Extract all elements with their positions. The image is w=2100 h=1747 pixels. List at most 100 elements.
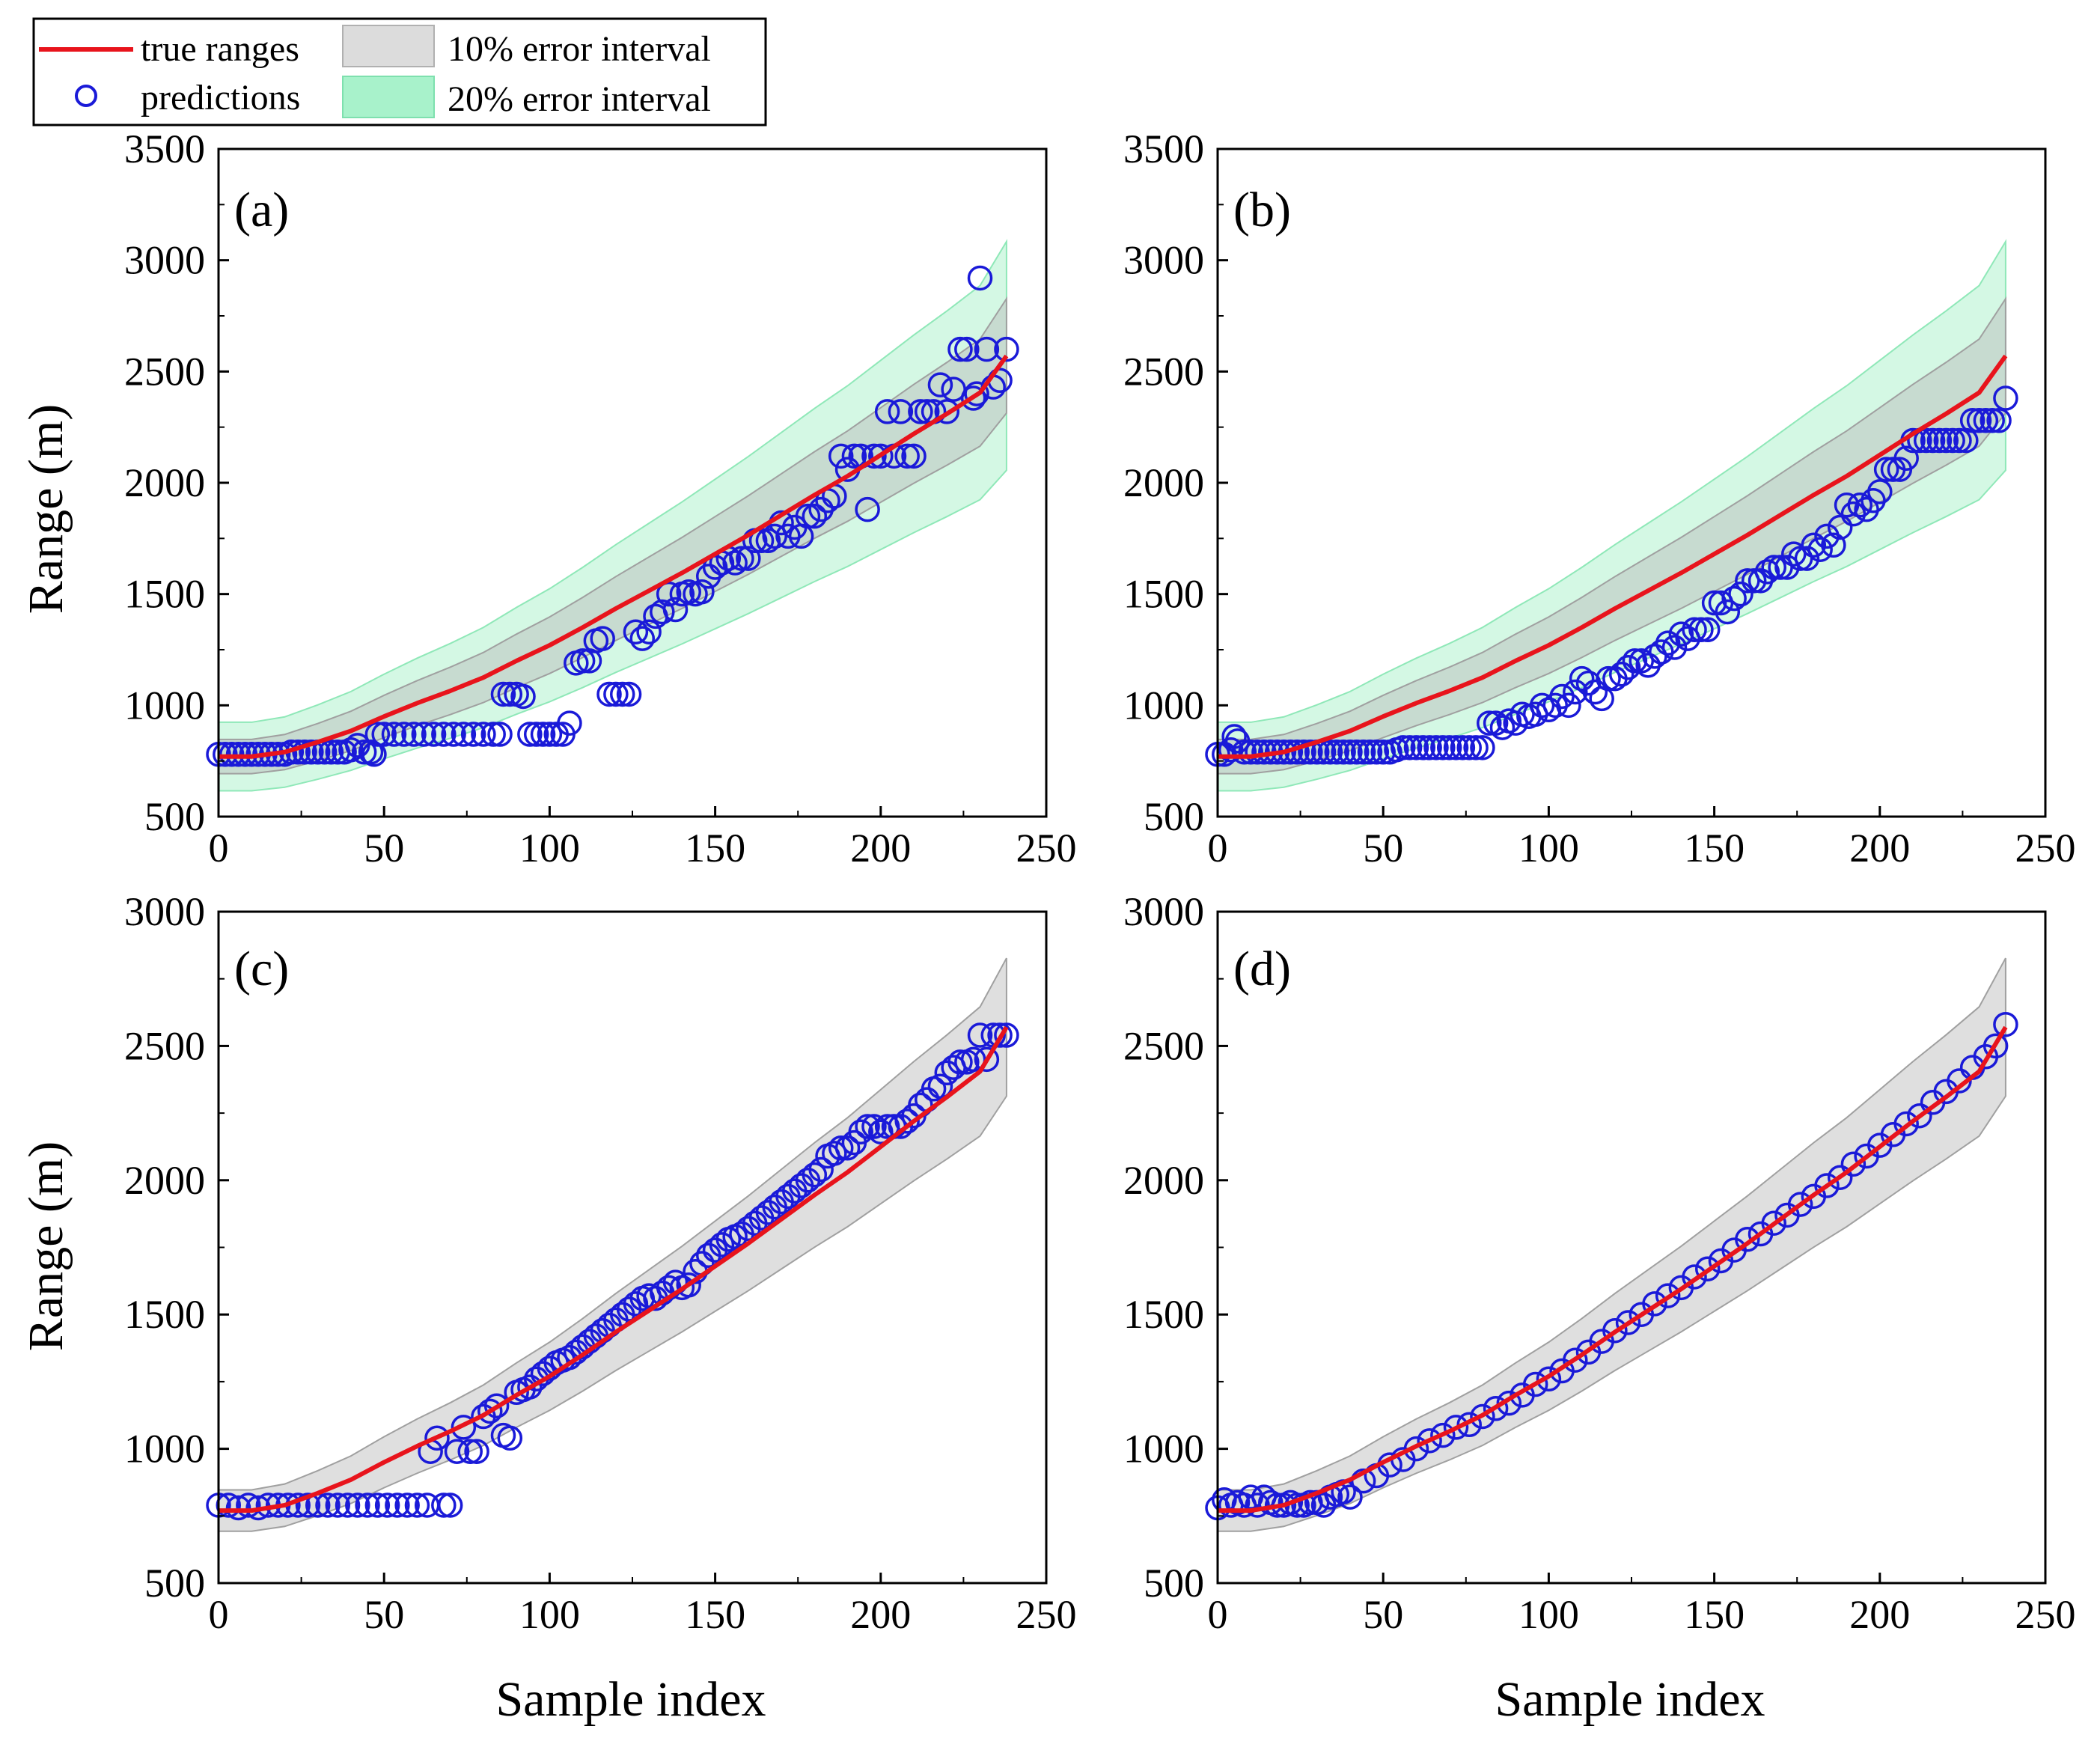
panel-d-prediction-point	[1522, 1371, 1548, 1397]
panel-b-prediction-point	[1867, 479, 1893, 504]
panel-c-prediction-point	[295, 1493, 321, 1518]
panel-b-xtick-label: 150	[1684, 826, 1745, 871]
panel-d-prediction-point	[1563, 1347, 1588, 1373]
panel-b-prediction-point	[1350, 740, 1376, 765]
panel-b-prediction-point	[1721, 585, 1747, 612]
panel-c-band-10pct-area	[218, 957, 1007, 1532]
panel-a-prediction-point	[650, 599, 675, 625]
panel-b-prediction-point	[1761, 555, 1786, 580]
panel-c-prediction-point	[315, 1493, 341, 1518]
panel-c-prediction-point	[374, 1493, 400, 1518]
panel-a-label: (a)	[234, 183, 289, 237]
panel-c-prediction-point	[355, 1493, 380, 1518]
panel-c-prediction-point	[834, 1135, 861, 1161]
panel-a-prediction-point	[351, 740, 377, 765]
panel-d-true-range-line	[1218, 1025, 2008, 1513]
panel-c-prediction-point	[424, 1425, 450, 1451]
panel-d-prediction-point	[1840, 1151, 1867, 1177]
panel-d-prediction-point	[1682, 1264, 1707, 1290]
panel-a-prediction-point	[802, 503, 828, 529]
panel-b-prediction-point	[1821, 532, 1846, 558]
panel-a-prediction-point	[623, 619, 649, 644]
panel-b-prediction-point	[1933, 427, 1959, 454]
panel-c-ytick-label: 2000	[124, 1158, 205, 1203]
panel-a-prediction-point	[994, 336, 1019, 362]
panel-a-prediction-point	[868, 443, 894, 469]
panel-c: 0 50 100 150 200 250 500 1000 1500 2000 2500 3000 (…	[124, 889, 1077, 1637]
panel-b-prediction-point	[1893, 445, 1919, 472]
panel-c-prediction-point	[802, 1162, 828, 1188]
panel-a-prediction-point	[471, 722, 496, 747]
panel-a-prediction-point	[364, 722, 391, 747]
panel-b-prediction-point	[1556, 692, 1581, 719]
panel-a-prediction-point	[460, 722, 486, 747]
panel-b-ytick-label: 2500	[1123, 349, 1204, 394]
panel-a-ytick-label: 3500	[124, 126, 205, 171]
panel-d-ticks: 0 50 100 150 200 250 500 1000 1500 2000 2500 3000	[1123, 889, 2076, 1637]
panel-b-prediction-point	[1331, 740, 1356, 765]
panel-b-ytick-label: 500	[1144, 794, 1204, 839]
panel-a-ytick-label: 2000	[124, 460, 205, 505]
panel-b-prediction-point	[1390, 735, 1416, 760]
panel-a-prediction-point	[557, 710, 582, 736]
panel-a-prediction-point	[411, 722, 437, 747]
panel-b-prediction-point	[1847, 492, 1873, 518]
panel-c-prediction-point	[987, 1022, 1013, 1048]
panel-c-prediction-point	[822, 1141, 847, 1166]
panel-c-prediction-point	[464, 1439, 489, 1464]
panel-c-ytick-label: 1500	[124, 1292, 205, 1337]
panel-b-prediction-point	[1622, 648, 1648, 674]
panel-b-prediction-point	[1655, 630, 1681, 656]
panel-b-prediction-point	[1980, 407, 2005, 433]
panel-b-xtick-label: 50	[1363, 826, 1403, 871]
panel-b-prediction-point	[1443, 735, 1469, 760]
panel-b-label: (b)	[1233, 183, 1291, 237]
panel-c-prediction-point	[335, 1493, 361, 1518]
panel-d-prediction-point	[1615, 1310, 1641, 1335]
panel-d-ytick-label: 2000	[1123, 1158, 1204, 1203]
panel-c-xtick-label: 100	[519, 1592, 580, 1637]
panel-c-true-range-line	[219, 1025, 1009, 1513]
ylabel-top: Range (m)	[19, 404, 73, 614]
panel-c-band-10pct	[218, 957, 1007, 1532]
panel-a: 0 50 100 150 200 250 500 1000 1500 2000 2500 3000 35…	[124, 126, 1077, 871]
panel-d-xtick-label: 0	[1208, 1592, 1228, 1637]
panel-d-prediction-point	[1787, 1192, 1813, 1217]
panel-c-prediction-point	[947, 1049, 973, 1075]
panel-a-prediction-point	[381, 722, 407, 747]
panel-b-prediction-point	[1231, 740, 1257, 765]
panel-d-ytick-label: 2500	[1123, 1023, 1204, 1068]
panel-a-prediction-point	[934, 399, 960, 424]
panel-a-prediction-point	[299, 740, 324, 765]
panel-a-prediction-point	[689, 579, 715, 605]
panel-a-prediction-point	[292, 740, 317, 765]
panel-b-prediction-point	[1940, 427, 1965, 454]
panel-c-prediction-point	[709, 1232, 735, 1257]
panel-b-prediction-point	[1920, 427, 1946, 454]
panel-a-ticks: 0 50 100 150 200 250 500 1000 1500 2000 2500 3000 35…	[124, 126, 1077, 871]
panel-b-ytick-label: 2000	[1123, 460, 1204, 505]
panel-c-prediction-point	[451, 1415, 477, 1440]
panel-b-prediction-point	[1291, 740, 1316, 765]
panel-d-prediction-point	[1456, 1412, 1482, 1438]
panel-b-prediction-point	[1397, 735, 1423, 760]
legend-10pct-label: 10% error interval	[448, 29, 711, 69]
panel-a-ytick-label: 2500	[124, 349, 205, 394]
panel-d-prediction-point	[1642, 1291, 1667, 1317]
panel-a-prediction-point	[609, 681, 635, 707]
panel-b-prediction-point	[1728, 581, 1753, 607]
panel-c-prediction-point	[457, 1439, 483, 1464]
panel-a-prediction-point	[736, 546, 761, 571]
panel-b-xtick-label: 200	[1849, 826, 1910, 871]
panel-d-prediction-point	[1245, 1493, 1270, 1518]
panel-b-prediction-point	[1947, 427, 1972, 454]
panel-d-prediction-point	[1403, 1436, 1429, 1462]
panel-b-prediction-point	[1801, 532, 1827, 558]
panel-a-prediction-point	[603, 681, 629, 707]
panel-c-ytick-label: 3000	[124, 889, 205, 934]
panel-c-ytick-label: 2500	[124, 1023, 205, 1068]
panel-b-prediction-point	[1483, 710, 1509, 736]
panel-b-prediction-point	[1370, 740, 1396, 765]
panel-a-prediction-point	[441, 722, 466, 747]
panel-a-prediction-point	[954, 336, 980, 362]
